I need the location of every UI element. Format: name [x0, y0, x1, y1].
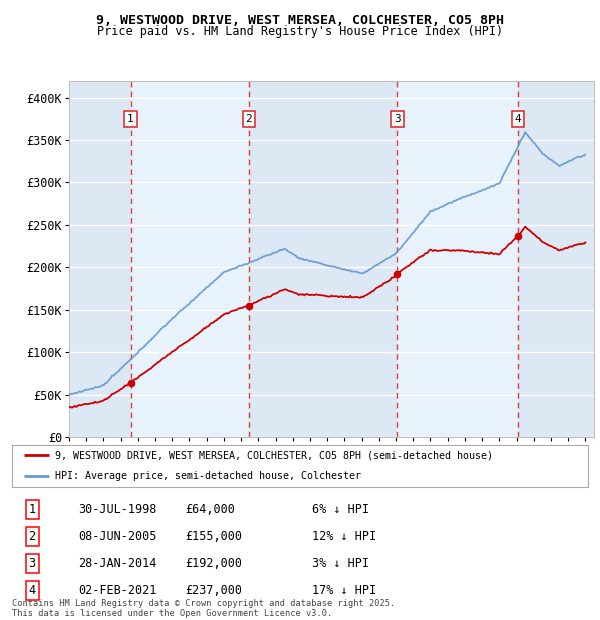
Text: 08-JUN-2005: 08-JUN-2005	[78, 530, 157, 543]
Text: 6% ↓ HPI: 6% ↓ HPI	[311, 503, 368, 516]
Text: 30-JUL-1998: 30-JUL-1998	[78, 503, 157, 516]
Text: 3: 3	[29, 557, 36, 570]
Bar	[131, 81, 249, 437]
Text: 12% ↓ HPI: 12% ↓ HPI	[311, 530, 376, 543]
Text: £237,000: £237,000	[185, 584, 242, 597]
Text: £155,000: £155,000	[185, 530, 242, 543]
Text: 4: 4	[29, 584, 36, 597]
Bar	[249, 81, 397, 437]
Text: 17% ↓ HPI: 17% ↓ HPI	[311, 584, 376, 597]
Text: Price paid vs. HM Land Registry's House Price Index (HPI): Price paid vs. HM Land Registry's House …	[97, 25, 503, 38]
Text: 3% ↓ HPI: 3% ↓ HPI	[311, 557, 368, 570]
Text: HPI: Average price, semi-detached house, Colchester: HPI: Average price, semi-detached house,…	[55, 471, 361, 481]
Text: This data is licensed under the Open Government Licence v3.0.: This data is licensed under the Open Gov…	[12, 609, 332, 618]
Bar	[397, 81, 518, 437]
Text: 9, WESTWOOD DRIVE, WEST MERSEA, COLCHESTER, CO5 8PH: 9, WESTWOOD DRIVE, WEST MERSEA, COLCHEST…	[96, 14, 504, 27]
Text: Contains HM Land Registry data © Crown copyright and database right 2025.: Contains HM Land Registry data © Crown c…	[12, 600, 395, 608]
Text: 9, WESTWOOD DRIVE, WEST MERSEA, COLCHESTER, CO5 8PH (semi-detached house): 9, WESTWOOD DRIVE, WEST MERSEA, COLCHEST…	[55, 450, 493, 460]
Text: 2: 2	[245, 114, 252, 124]
Text: 4: 4	[515, 114, 521, 124]
Text: 1: 1	[29, 503, 36, 516]
Text: 1: 1	[127, 114, 134, 124]
Bar	[69, 81, 131, 437]
Text: 2: 2	[29, 530, 36, 543]
Text: 3: 3	[394, 114, 401, 124]
Text: 02-FEB-2021: 02-FEB-2021	[78, 584, 157, 597]
Text: £64,000: £64,000	[185, 503, 235, 516]
Bar	[518, 81, 594, 437]
Text: 28-JAN-2014: 28-JAN-2014	[78, 557, 157, 570]
Text: £192,000: £192,000	[185, 557, 242, 570]
